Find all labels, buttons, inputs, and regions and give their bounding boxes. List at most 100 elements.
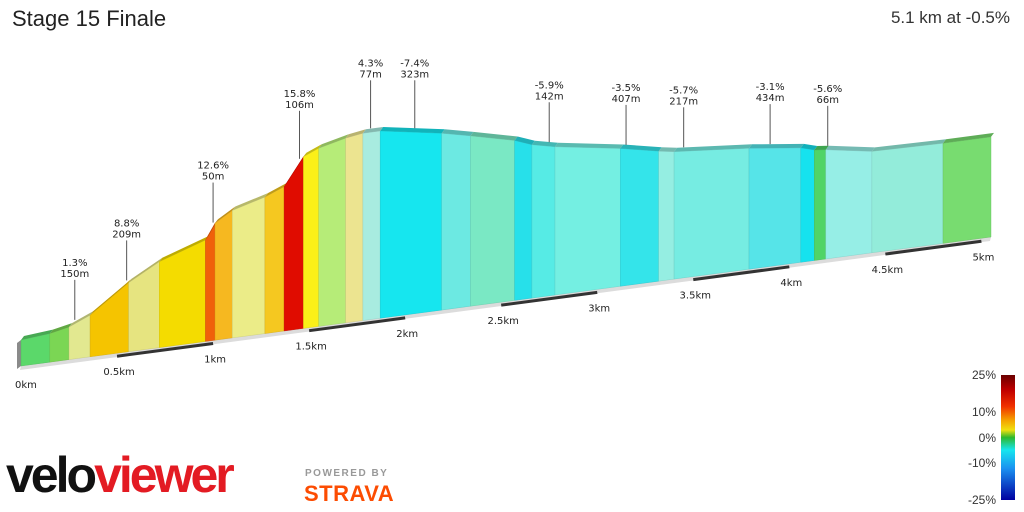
profile-segment xyxy=(303,147,319,329)
profile-segment xyxy=(380,130,442,319)
profile-segment-top xyxy=(871,139,946,152)
profile-segment-top xyxy=(159,236,209,262)
profile-segment xyxy=(441,133,471,311)
profile-segment-top xyxy=(555,142,624,149)
profile-segment-top xyxy=(303,144,322,157)
annotation-labels: 1.3%150m 8.8%209m 12.6%50m 15.8%106m 4.3%77m… xyxy=(60,58,842,280)
annotation-length: 434m xyxy=(756,93,785,104)
powered-by-label: POWERED BY xyxy=(305,468,389,479)
profile-segment-top xyxy=(21,329,53,340)
distance-scale-bar xyxy=(501,290,598,307)
profile-segment-top xyxy=(531,140,558,147)
annotation-length: 66m xyxy=(816,95,838,106)
distance-tick-label: 5km xyxy=(972,252,994,263)
profile-segment-top xyxy=(318,134,349,149)
distance-axis: 0km 0.5km 1km 1.5km 2km 2.5km 3km 3.5km 4km 4.5km… xyxy=(15,239,994,391)
annotation-length: 50m xyxy=(202,172,224,183)
profile-segment xyxy=(232,196,266,339)
distance-tick-label: 3.5km xyxy=(680,291,711,302)
profile-segment-top xyxy=(470,131,518,141)
distance-scale-bar xyxy=(308,316,406,333)
distance-tick-label: 0km xyxy=(15,380,37,391)
profile-segment xyxy=(345,133,364,324)
profile-segments xyxy=(20,127,994,367)
profile-segment xyxy=(205,222,216,342)
legend-tick-label: -25% xyxy=(968,493,996,507)
annotation-grade: -5.9% xyxy=(535,80,564,91)
annotation-grade: -3.1% xyxy=(756,82,785,93)
distance-tick-label: 1km xyxy=(204,354,226,365)
profile-segment-top xyxy=(215,206,236,224)
distance-scale-bar xyxy=(116,341,214,358)
profile-segment xyxy=(214,210,233,341)
profile-segment-top xyxy=(814,145,829,150)
profile-segment xyxy=(800,147,815,263)
annotation-grade: -5.6% xyxy=(813,84,842,95)
profile-segment xyxy=(318,137,346,327)
annotation-grade: -3.5% xyxy=(612,83,641,94)
profile-segment-top xyxy=(943,132,994,144)
legend-tick-label: 10% xyxy=(972,405,996,419)
profile-segment xyxy=(871,143,944,254)
profile-segment-top xyxy=(800,143,818,150)
profile-segment xyxy=(470,135,515,307)
legend-tick-label: -10% xyxy=(968,456,996,470)
annotation-length: 209m xyxy=(112,229,141,240)
annotation-length: 150m xyxy=(60,269,89,280)
profile-segment-top xyxy=(380,127,445,134)
annotation-grade: 4.3% xyxy=(358,58,383,69)
profile-segment-top xyxy=(825,145,875,152)
profile-segment xyxy=(748,147,801,270)
profile-end-cap xyxy=(17,340,21,369)
annotation-length: 407m xyxy=(612,94,641,105)
distance-tick-label: 2.5km xyxy=(487,316,518,327)
distance-tick-label: 4km xyxy=(780,278,802,289)
annotation-grade: 1.3% xyxy=(62,258,87,269)
annotation-grade: 15.8% xyxy=(284,89,316,100)
distance-tick-label: 0.5km xyxy=(103,367,134,378)
profile-segment-top xyxy=(69,311,94,328)
gradient-legend: 25% 10% 0% -10% -25% xyxy=(968,368,1015,507)
profile-segment xyxy=(942,136,992,244)
legend-colorbar xyxy=(1001,375,1015,500)
annotation-length: 323m xyxy=(400,69,429,80)
profile-segment-top xyxy=(232,193,268,211)
profile-segment-top xyxy=(345,129,366,139)
annotation-length: 106m xyxy=(285,100,314,111)
profile-segment xyxy=(825,149,873,260)
profile-segment xyxy=(362,130,381,321)
distance-tick-label: 4.5km xyxy=(872,265,903,276)
profile-segment xyxy=(514,140,533,301)
annotation-grade: -5.7% xyxy=(669,85,698,96)
profile-segment xyxy=(620,148,659,287)
profile-segment xyxy=(264,186,285,334)
distance-scale-bar xyxy=(885,239,982,256)
profile-segment xyxy=(531,144,556,299)
profile-segment-top xyxy=(49,323,72,334)
annotation-grade: 12.6% xyxy=(197,161,229,172)
annotation-grade: 8.8% xyxy=(114,218,139,229)
profile-segment-top xyxy=(90,278,132,316)
profile-segment-top xyxy=(362,127,384,134)
profile-segment xyxy=(128,261,160,352)
profile-segment xyxy=(658,150,675,282)
distance-tick-label: 3km xyxy=(588,303,610,314)
annotation-grade: -7.4% xyxy=(400,58,429,69)
profile-segment-top xyxy=(128,257,163,283)
profile-segment xyxy=(673,148,750,280)
distance-scale-bar xyxy=(693,265,790,282)
profile-segment-top xyxy=(514,136,535,145)
profile-segment xyxy=(283,156,304,332)
profile-segment-top xyxy=(749,143,804,149)
profile-segment xyxy=(814,149,826,261)
annotation-length: 217m xyxy=(669,96,698,107)
route-summary: 5.1 km at -0.5% xyxy=(890,8,1010,27)
profile-segment-top xyxy=(264,182,288,198)
profile-segment-top xyxy=(658,147,678,152)
legend-tick-label: 0% xyxy=(979,431,997,445)
profile-segment-top xyxy=(674,144,752,152)
profile-segment-top xyxy=(620,144,662,152)
profile-segment-top xyxy=(284,152,307,187)
annotation-length: 142m xyxy=(535,91,564,102)
